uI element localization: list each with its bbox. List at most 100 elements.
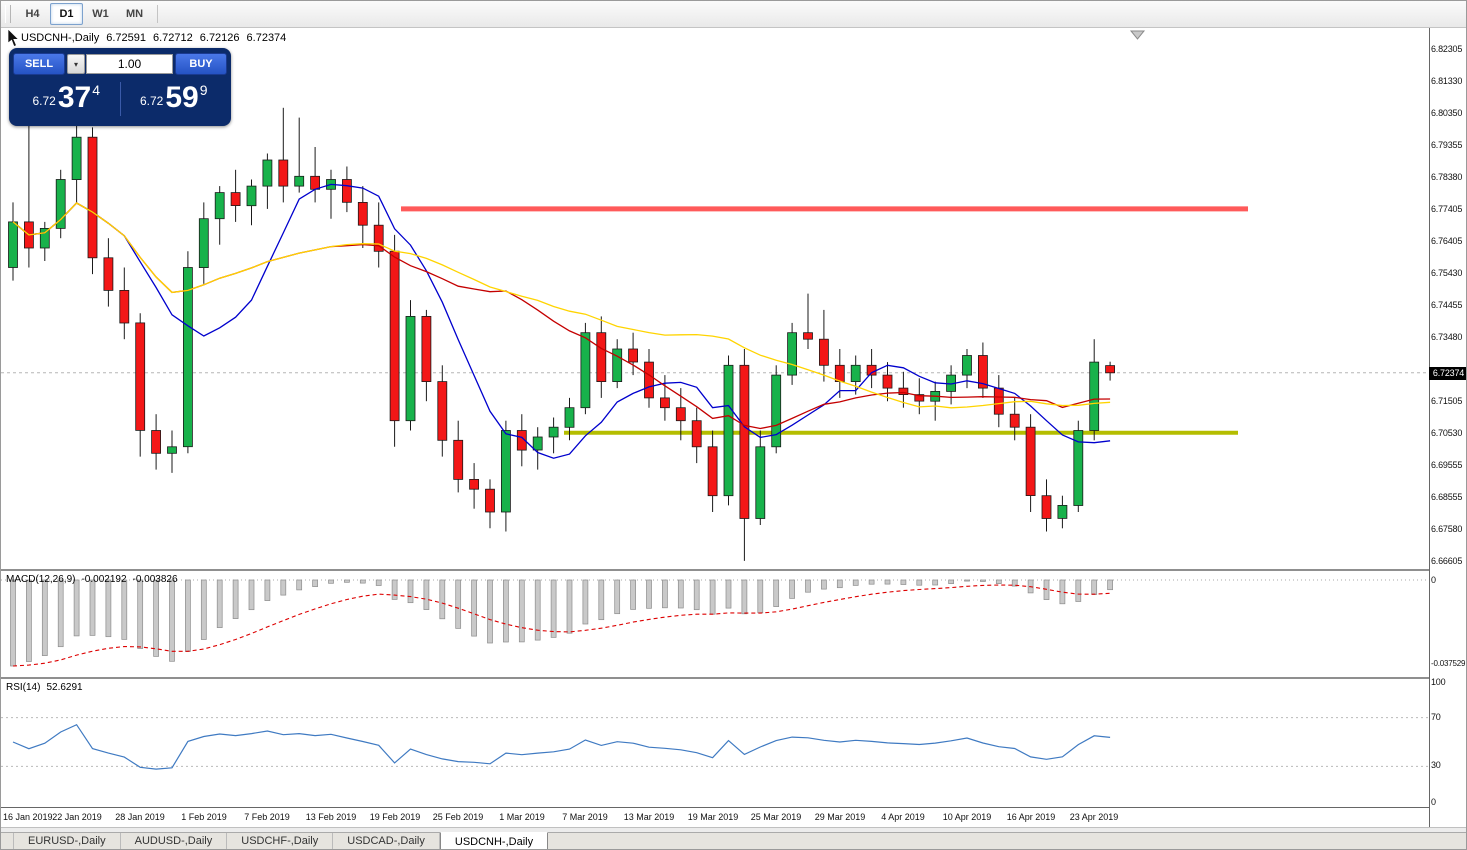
rsi-pane: RSI(14) 52.6291 [1,677,1429,807]
candle [564,407,575,428]
sell-price-point: 4 [92,81,101,98]
volume-control: ▾ [67,54,173,74]
moving-average-34 [12,202,1111,409]
chart-shift-marker[interactable] [1129,30,1146,40]
sell-price-prefix: 6.72 [32,93,56,108]
candle [532,436,543,451]
candle [39,227,50,249]
horizontal-scrollbar[interactable] [1,827,1466,832]
macd-pane: MACD(12,26,9) -0.002192 -0.003826 [1,569,1429,677]
candle [1025,426,1036,497]
timeframe-button-mn[interactable]: MN [125,8,144,20]
sell-price-pips: 37 [57,80,92,114]
candle [453,439,464,480]
candle [898,387,909,396]
buy-price-pips: 59 [165,80,199,114]
date-label: 4 Apr 2019 [881,812,925,822]
toolbar-drag-handle[interactable] [5,5,11,23]
price-divider [119,82,121,116]
candle [55,179,66,229]
rsi-axis: 100 70 30 0 [1430,677,1466,807]
macd-title: MACD(12,26,9) -0.002192 -0.003826 [6,574,184,585]
candle [167,446,177,454]
buy-price-prefix: 6.72 [139,93,164,108]
date-label: 7 Mar 2019 [562,812,608,822]
candle [151,430,162,454]
volume-dropdown-button[interactable]: ▾ [67,54,85,74]
candle [87,136,98,259]
candle [373,224,384,252]
candle [803,332,813,340]
candle [1105,365,1115,374]
candle [850,364,861,382]
candles-group [8,107,1115,561]
candle [834,364,845,382]
candle [135,322,146,431]
candle [660,397,670,409]
candle [1073,430,1084,506]
price-axis-label: 6.74455 [1431,300,1463,310]
date-label: 25 Feb 2019 [432,812,484,822]
date-label: 7 Feb 2019 [244,812,290,822]
chart-ohlc-header: USDCNH-,Daily 6.72591 6.72712 6.72126 6.7237… [21,32,293,44]
price-axis-label: 6.68555 [1431,492,1463,502]
candle [230,192,241,207]
price-axis-label: 6.66605 [1431,556,1463,566]
symbol-tab-usdchf[interactable]: USDCHF-,Daily [227,833,334,849]
candlestick-chart [1,30,1429,561]
current-price-badge: 6.72374 [1429,367,1466,380]
symbol-tab-audusd[interactable]: AUDUSD-,Daily [121,833,228,849]
rsi-line [12,723,1111,770]
candle [707,446,718,497]
price-axis-label: 6.73480 [1431,332,1463,342]
date-label: 16 Apr 2019 [1006,812,1056,822]
macd-name: MACD(12,26,9) [6,574,76,585]
buy-button[interactable]: BUY [175,53,227,75]
date-label: 22 Jan 2019 [52,812,102,822]
candle [262,159,273,187]
timeframe-button-h4[interactable]: H4 [25,8,40,20]
date-label: 10 Apr 2019 [942,812,992,822]
candle [691,420,702,448]
candle [198,218,209,268]
candle [341,179,352,203]
date-label: 1 Mar 2019 [499,812,545,822]
macd-histogram [10,579,1113,667]
symbol-tab-eurusd[interactable]: EURUSD-,Daily [13,833,121,849]
date-axis: 16 Jan 2019 22 Jan 2019 28 Jan 2019 1 Feb 2… [1,807,1429,828]
rsi-axis-label: 100 [1431,677,1446,687]
rsi-axis-label: 70 [1431,712,1441,722]
candle [866,364,877,376]
symbol-tab-usdcnh[interactable]: USDCNH-,Daily [439,832,549,849]
candle [771,374,782,448]
volume-input[interactable] [86,54,173,74]
timeframe-button-d1[interactable]: D1 [50,3,83,25]
candle [294,175,305,187]
candle [103,257,114,291]
candle [1041,495,1052,519]
candle [819,338,829,366]
timeframe-button-w1[interactable]: W1 [92,8,109,20]
buy-price-display[interactable]: 6.72 59 9 [121,82,228,117]
candle [978,355,988,389]
toolbar-separator [157,5,158,23]
sell-price-display[interactable]: 6.72 37 4 [13,82,120,117]
candle [628,348,638,363]
symbol-tab-usdcad[interactable]: USDCAD-,Daily [333,833,440,849]
rsi-axis-label: 0 [1431,797,1436,807]
candle [739,364,750,519]
date-label: 13 Feb 2019 [305,812,357,822]
buy-price-point: 9 [199,81,208,98]
price-axis-label: 6.80350 [1431,108,1463,118]
macd-signal-line [12,584,1111,667]
macd-axis: 0 -0.037529 [1430,569,1466,677]
date-label: 29 Mar 2019 [814,812,866,822]
sell-button[interactable]: SELL [13,53,65,75]
open-value: 6.72591 [106,32,146,44]
price-axis-label: 6.78380 [1431,172,1463,182]
candle [278,159,289,187]
candle [914,394,925,402]
candle [8,221,18,268]
rsi-name: RSI(14) [6,682,41,693]
